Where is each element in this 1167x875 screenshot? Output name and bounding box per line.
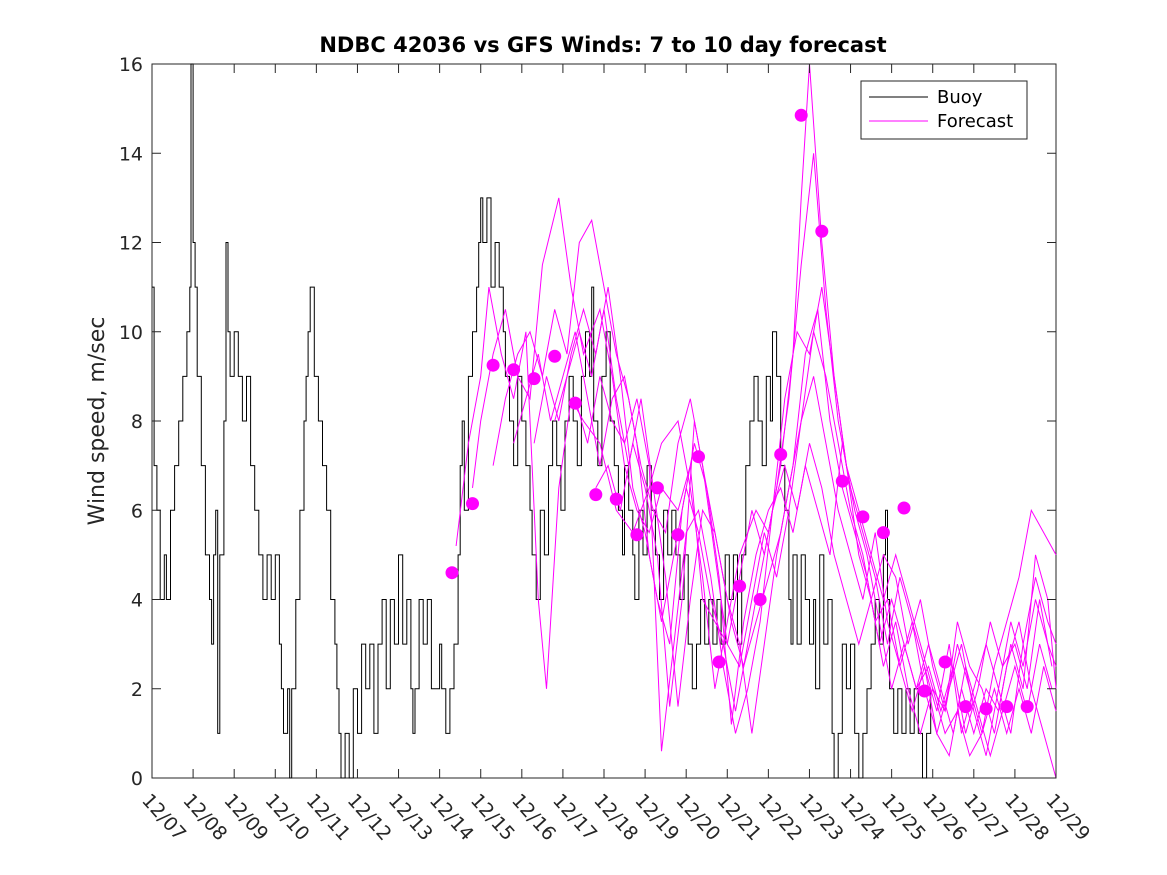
y-tick-label: 2 <box>131 679 143 701</box>
forecast-point-12 <box>671 528 685 542</box>
forecast-point-15 <box>733 579 747 593</box>
y-tick-label: 16 <box>119 54 143 76</box>
forecast-point-21 <box>856 510 870 524</box>
legend-buoy-label: Buoy <box>937 87 983 108</box>
forecast-point-13 <box>692 450 705 464</box>
forecast-point-8 <box>589 488 603 502</box>
forecast-point-19 <box>815 224 829 238</box>
forecast-point-11 <box>650 481 664 495</box>
forecast-point-29 <box>1020 700 1034 714</box>
forecast-point-18 <box>794 108 808 122</box>
legend: Buoy Forecast <box>860 80 1028 140</box>
forecast-point-23 <box>897 501 911 515</box>
forecast-point-3 <box>486 358 500 372</box>
forecast-point-20 <box>835 474 849 488</box>
forecast-point-25 <box>938 655 952 669</box>
legend-box <box>860 80 1028 140</box>
y-axis-label: Wind speed, m/sec <box>85 317 110 526</box>
legend-forecast-label: Forecast <box>937 111 1013 132</box>
buoy-series <box>152 63 932 779</box>
forecast-point-6 <box>548 349 562 363</box>
forecast-points <box>445 108 1034 716</box>
y-tick-label: 14 <box>119 143 143 165</box>
buoy-line <box>152 63 932 779</box>
y-tick-label: 6 <box>131 500 143 522</box>
forecast-point-4 <box>507 363 521 377</box>
forecast-line-8 <box>595 420 1053 734</box>
forecast-line-7 <box>574 376 1057 758</box>
forecast-point-28 <box>1000 700 1014 714</box>
forecast-series <box>455 63 1057 779</box>
forecast-point-5 <box>527 372 541 386</box>
forecast-point-26 <box>959 700 973 714</box>
plot-area <box>151 63 1057 779</box>
forecast-point-9 <box>609 492 623 506</box>
y-tick-label: 10 <box>119 322 143 344</box>
forecast-point-1 <box>445 566 459 580</box>
y-tick-label: 8 <box>131 411 143 433</box>
y-tick-label: 4 <box>131 590 143 612</box>
forecast-point-14 <box>712 655 726 669</box>
y-tick-label: 12 <box>119 233 143 255</box>
forecast-point-10 <box>630 528 644 542</box>
forecast-point-27 <box>979 702 993 716</box>
forecast-point-17 <box>774 448 788 461</box>
forecast-point-24 <box>918 684 931 698</box>
forecast-point-22 <box>876 526 890 540</box>
y-tick-label: 0 <box>131 768 143 790</box>
forecast-point-2 <box>466 497 479 511</box>
forecast-point-7 <box>568 396 582 410</box>
chart-title: NDBC 42036 vs GFS Winds: 7 to 10 day for… <box>319 33 886 57</box>
forecast-point-16 <box>753 593 767 606</box>
forecast-line-4 <box>513 287 1057 779</box>
